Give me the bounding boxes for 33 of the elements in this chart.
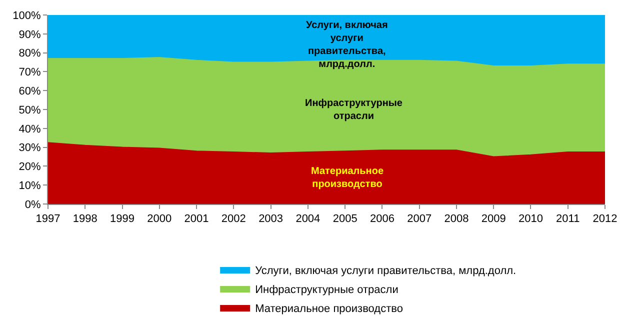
- x-tick-label: 2007: [407, 213, 432, 226]
- annotation: Инфраструктурные отрасли: [305, 98, 403, 122]
- y-tick-label: 40%: [18, 123, 42, 136]
- x-tick-label: 2005: [332, 213, 358, 226]
- y-tick-label: 60%: [18, 85, 42, 98]
- x-tick-label: 2002: [221, 213, 246, 226]
- x-tick-label: 2011: [556, 213, 580, 226]
- y-tick-label: 70%: [18, 66, 42, 79]
- y-tick-label: 0%: [24, 198, 42, 211]
- y-tick-label: 30%: [18, 142, 42, 154]
- x-tick-label: 2009: [481, 213, 506, 226]
- x-tick-label: 2001: [184, 213, 209, 226]
- x-tick-label: 2010: [518, 213, 543, 226]
- x-tick-label: 1998: [72, 213, 98, 226]
- legend-label: Материальное производство: [255, 302, 403, 315]
- x-tick-label: 2000: [147, 213, 172, 226]
- y-tick-label: 20%: [18, 161, 42, 174]
- x-tick-label: 2008: [444, 213, 469, 226]
- y-tick-label: 90%: [18, 28, 42, 41]
- annotation: Материальное производство: [311, 166, 384, 190]
- y-tick-label: 80%: [18, 48, 42, 60]
- y-tick-label: 100%: [12, 10, 42, 22]
- x-tick-label: 2012: [592, 213, 618, 226]
- annotation: Услуги, включая услуги правительства, млрд.долл.: [306, 20, 388, 70]
- x-tick-label: 2004: [296, 213, 320, 226]
- y-tick-label: 50%: [18, 104, 42, 116]
- x-tick-label: 2003: [258, 213, 284, 226]
- legend-label: Инфраструктурные отрасли: [255, 284, 398, 296]
- x-tick-label: 1997: [36, 213, 60, 226]
- x-tick-label: 1999: [110, 213, 135, 226]
- x-tick-label: 2006: [370, 213, 394, 226]
- y-tick-label: 10%: [18, 180, 42, 192]
- legend-label: Услуги, включая услуги правительства, млрд.долл.: [255, 264, 516, 277]
